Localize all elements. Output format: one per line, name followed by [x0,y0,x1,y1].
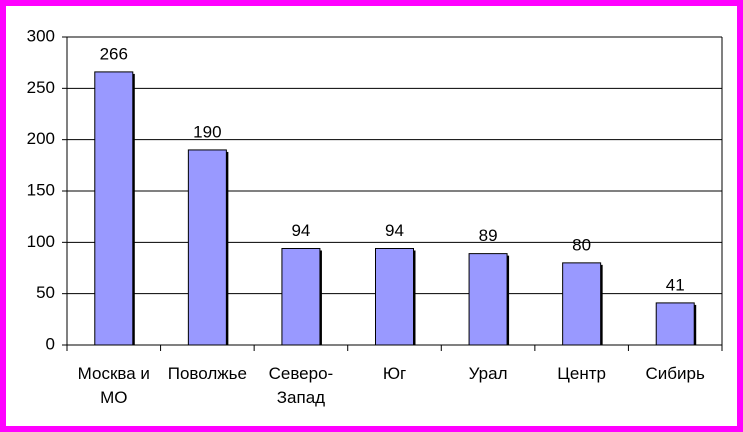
bar [655,302,695,346]
bar [187,149,227,346]
data-label: 266 [100,44,128,63]
x-tick-label: Сибирь [645,364,705,383]
y-tick-label: 100 [27,232,55,251]
y-tick-label: 200 [27,129,55,148]
y-tick-label: 0 [46,334,55,353]
data-label: 89 [479,226,498,245]
data-label: 94 [385,221,404,240]
bar [562,262,602,346]
x-tick-label: Поволжье [167,364,247,383]
bar [468,253,508,346]
bar [375,247,414,346]
data-label: 94 [291,221,310,240]
y-tick-label: 50 [36,283,55,302]
y-tick-label: 300 [27,26,55,45]
x-tick-label: Северо-Запад [268,364,334,407]
data-label: 41 [666,275,685,294]
y-tick-label: 250 [27,78,55,97]
x-tick-label: Москва и МО [77,364,150,407]
x-tick-label: Урал [468,364,508,383]
y-tick-label: 150 [27,180,55,199]
data-label: 80 [572,235,591,254]
bar [281,247,321,346]
x-tick-label: Юг [382,364,407,383]
data-label: 190 [193,122,221,141]
x-tick-label: Центр [557,364,606,383]
bar [94,71,134,346]
